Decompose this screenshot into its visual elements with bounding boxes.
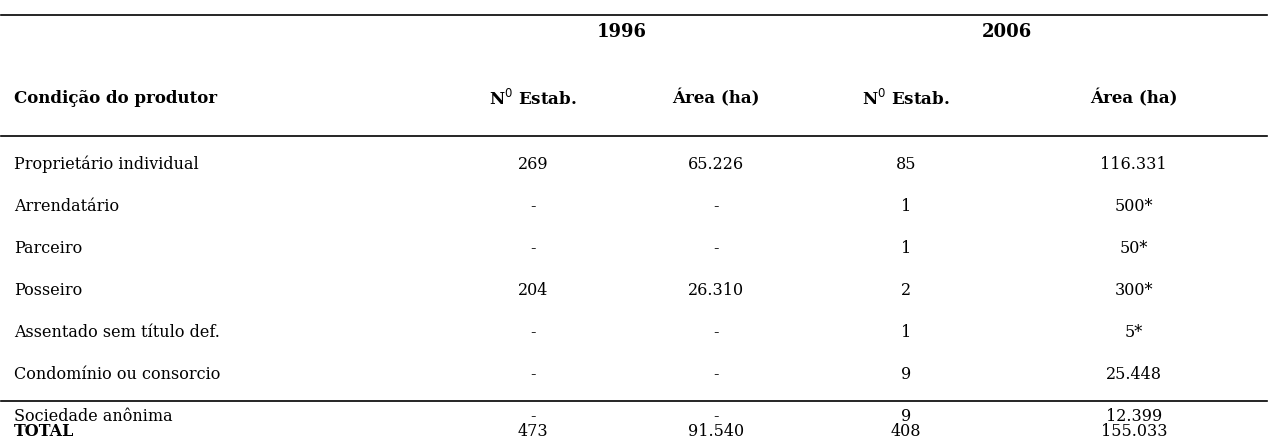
Text: N$^0$ Estab.: N$^0$ Estab.: [489, 88, 577, 108]
Text: TOTAL: TOTAL: [14, 423, 75, 440]
Text: 300*: 300*: [1115, 282, 1153, 299]
Text: 1: 1: [900, 198, 912, 215]
Text: 50*: 50*: [1120, 240, 1148, 257]
Text: 1996: 1996: [596, 23, 647, 41]
Text: Sociedade anônima: Sociedade anônima: [14, 408, 172, 424]
Text: 5*: 5*: [1125, 324, 1142, 341]
Text: 91.540: 91.540: [689, 423, 744, 440]
Text: -: -: [530, 198, 535, 215]
Text: 155.033: 155.033: [1101, 423, 1167, 440]
Text: -: -: [714, 324, 719, 341]
Text: 204: 204: [517, 282, 548, 299]
Text: Proprietário individual: Proprietário individual: [14, 156, 199, 174]
Text: 65.226: 65.226: [689, 156, 744, 173]
Text: Arrendatário: Arrendatário: [14, 198, 119, 215]
Text: -: -: [530, 366, 535, 383]
Text: 12.399: 12.399: [1106, 408, 1161, 424]
Text: -: -: [714, 408, 719, 424]
Text: 85: 85: [895, 156, 917, 173]
Text: Assentado sem título def.: Assentado sem título def.: [14, 324, 219, 341]
Text: 500*: 500*: [1115, 198, 1153, 215]
Text: 9: 9: [900, 366, 912, 383]
Text: -: -: [530, 408, 535, 424]
Text: -: -: [530, 324, 535, 341]
Text: 26.310: 26.310: [689, 282, 744, 299]
Text: -: -: [530, 240, 535, 257]
Text: 473: 473: [517, 423, 548, 440]
Text: 9: 9: [900, 408, 912, 424]
Text: Posseiro: Posseiro: [14, 282, 82, 299]
Text: -: -: [714, 240, 719, 257]
Text: Parceiro: Parceiro: [14, 240, 82, 257]
Text: 2: 2: [902, 282, 912, 299]
Text: 1: 1: [900, 324, 912, 341]
Text: 25.448: 25.448: [1106, 366, 1161, 383]
Text: 1: 1: [900, 240, 912, 257]
Text: -: -: [714, 198, 719, 215]
Text: 408: 408: [891, 423, 922, 440]
Text: N$^0$ Estab.: N$^0$ Estab.: [862, 88, 950, 108]
Text: Condição do produtor: Condição do produtor: [14, 90, 217, 107]
Text: Área (ha): Área (ha): [1090, 89, 1178, 107]
Text: Área (ha): Área (ha): [672, 89, 760, 107]
Text: 2006: 2006: [983, 23, 1032, 41]
Text: -: -: [714, 366, 719, 383]
Text: Condomínio ou consorcio: Condomínio ou consorcio: [14, 366, 221, 383]
Text: 116.331: 116.331: [1101, 156, 1167, 173]
Text: 269: 269: [517, 156, 548, 173]
